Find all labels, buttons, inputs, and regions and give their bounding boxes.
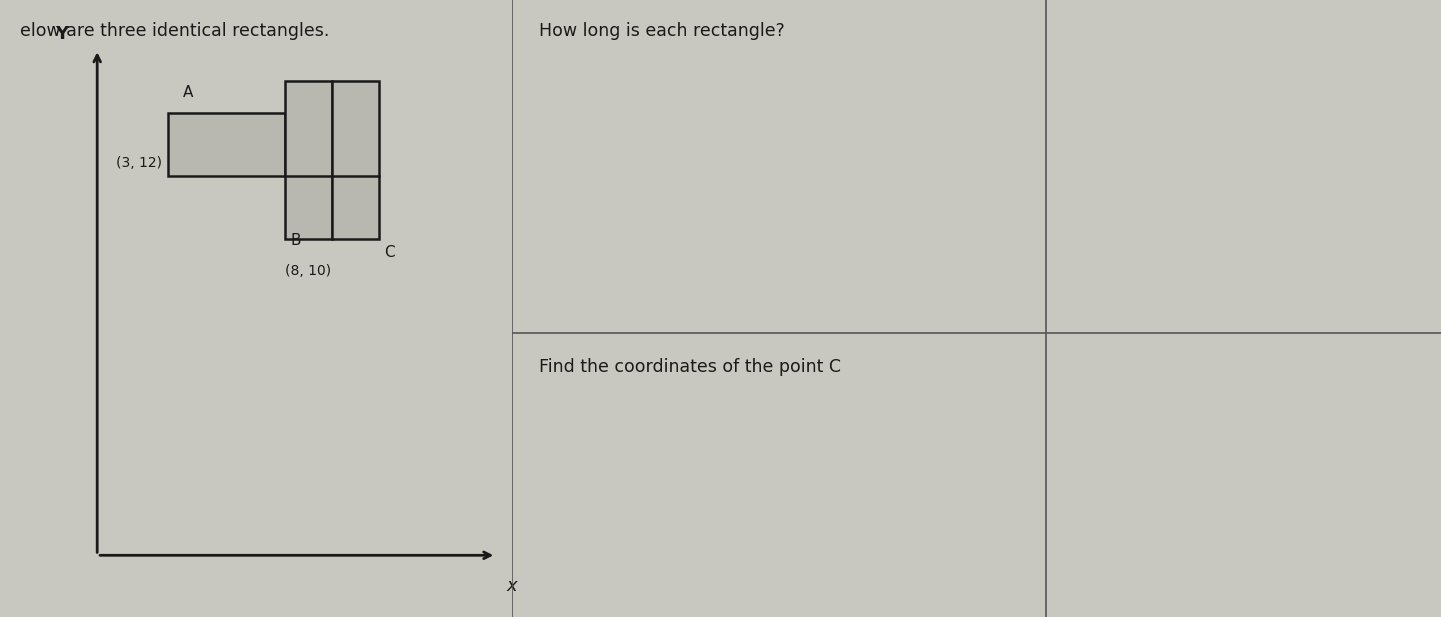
Text: (8, 10): (8, 10) <box>285 264 331 278</box>
Text: How long is each rectangle?: How long is each rectangle? <box>539 22 785 39</box>
Text: A: A <box>183 85 193 101</box>
Bar <box>167 113 285 176</box>
Bar <box>285 81 331 239</box>
Text: C: C <box>383 246 395 260</box>
Bar <box>331 81 379 239</box>
Text: x: x <box>506 577 517 595</box>
Text: Y: Y <box>55 25 68 43</box>
Text: elow are three identical rectangles.: elow are three identical rectangles. <box>20 22 330 39</box>
Text: B: B <box>290 233 301 248</box>
Text: (3, 12): (3, 12) <box>117 155 163 170</box>
Text: Find the coordinates of the point C: Find the coordinates of the point C <box>539 358 842 376</box>
